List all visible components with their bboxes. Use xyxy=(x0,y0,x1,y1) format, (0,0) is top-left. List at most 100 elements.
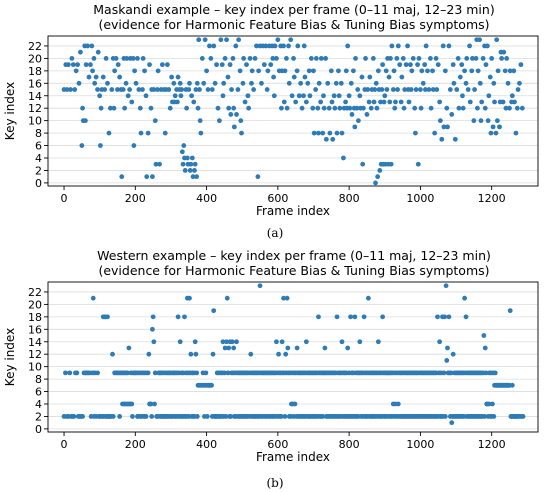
data-point xyxy=(281,99,287,105)
data-point xyxy=(470,56,475,61)
data-point xyxy=(187,295,192,301)
grid-lines xyxy=(48,291,538,430)
data-point xyxy=(366,99,372,105)
data-point xyxy=(435,314,440,320)
data-point xyxy=(459,62,465,68)
x-tick-label: 1200 xyxy=(478,438,506,451)
caption-b: (b) xyxy=(266,476,283,490)
data-point xyxy=(426,87,432,92)
data-point xyxy=(145,130,151,136)
data-point xyxy=(329,99,335,105)
data-point xyxy=(106,130,112,136)
data-point xyxy=(192,161,198,167)
data-point xyxy=(197,118,203,124)
data-point xyxy=(493,130,499,136)
data-point xyxy=(467,43,472,49)
data-point xyxy=(220,93,226,99)
y-tick-label: 14 xyxy=(28,90,42,103)
data-point xyxy=(393,99,398,105)
data-point xyxy=(402,87,408,92)
data-point xyxy=(288,37,294,43)
data-point xyxy=(88,62,93,68)
data-point xyxy=(191,99,197,105)
data-point xyxy=(97,143,103,148)
data-point xyxy=(83,118,88,124)
data-point xyxy=(146,351,152,357)
data-point xyxy=(456,105,462,111)
data-point xyxy=(441,370,447,376)
data-point xyxy=(172,93,178,99)
data-point xyxy=(313,56,319,61)
data-point xyxy=(242,99,248,105)
data-point xyxy=(503,105,509,111)
data-point xyxy=(444,358,450,363)
data-point xyxy=(301,43,307,49)
data-point xyxy=(361,314,367,320)
data-point xyxy=(363,56,368,61)
data-point xyxy=(381,99,387,105)
data-point xyxy=(199,56,205,61)
data-point xyxy=(241,56,247,61)
data-point xyxy=(387,99,393,105)
data-point xyxy=(238,118,244,124)
data-point xyxy=(379,87,385,92)
data-point xyxy=(184,105,190,111)
data-point xyxy=(194,370,200,376)
y-tick-label: 22 xyxy=(28,40,42,53)
data-point xyxy=(357,93,363,99)
plot-frame xyxy=(47,35,539,187)
data-point xyxy=(218,37,224,43)
data-point xyxy=(489,401,495,407)
data-point xyxy=(489,56,495,61)
data-point xyxy=(518,62,524,68)
data-point xyxy=(132,68,138,74)
data-point xyxy=(298,80,304,86)
data-point xyxy=(418,105,424,111)
data-point xyxy=(110,414,116,419)
data-point xyxy=(147,62,152,68)
data-point xyxy=(430,68,435,74)
data-point xyxy=(514,105,520,111)
data-point xyxy=(208,56,214,61)
data-point xyxy=(430,87,436,92)
data-point xyxy=(490,124,496,130)
data-point xyxy=(434,87,440,92)
data-point xyxy=(193,351,199,357)
x-tick-label: 1200 xyxy=(478,192,506,205)
data-point xyxy=(211,308,217,314)
data-point xyxy=(281,295,286,301)
data-point xyxy=(275,37,281,43)
data-point xyxy=(348,80,354,86)
data-point xyxy=(155,87,160,92)
data-point xyxy=(482,105,488,111)
data-point xyxy=(112,68,118,74)
data-point xyxy=(409,68,415,74)
chart-title-line2: (evidence for Harmonic Feature Bias & Tu… xyxy=(98,17,489,32)
data-point xyxy=(145,370,151,376)
data-point xyxy=(323,136,329,142)
data-point xyxy=(251,87,257,92)
data-point xyxy=(83,62,89,68)
data-point xyxy=(403,62,409,68)
data-point xyxy=(512,99,517,105)
data-point xyxy=(418,87,423,92)
data-point xyxy=(445,124,450,130)
plot-frame xyxy=(47,281,539,433)
y-tick-label: 20 xyxy=(28,52,42,65)
data-point xyxy=(140,87,145,92)
data-point xyxy=(110,351,115,357)
data-point xyxy=(279,339,285,345)
data-point xyxy=(450,351,456,357)
data-point xyxy=(190,174,196,180)
data-point xyxy=(349,112,355,117)
caption-a: (a) xyxy=(267,226,284,240)
data-point xyxy=(299,105,305,111)
data-point xyxy=(155,68,161,74)
data-point xyxy=(117,74,123,80)
data-point xyxy=(130,414,135,419)
data-point xyxy=(279,414,284,419)
data-point xyxy=(301,93,306,99)
data-point xyxy=(345,43,351,49)
data-point xyxy=(408,62,413,68)
chart-title-line1: Maskandi example – key index per frame (… xyxy=(93,2,494,17)
